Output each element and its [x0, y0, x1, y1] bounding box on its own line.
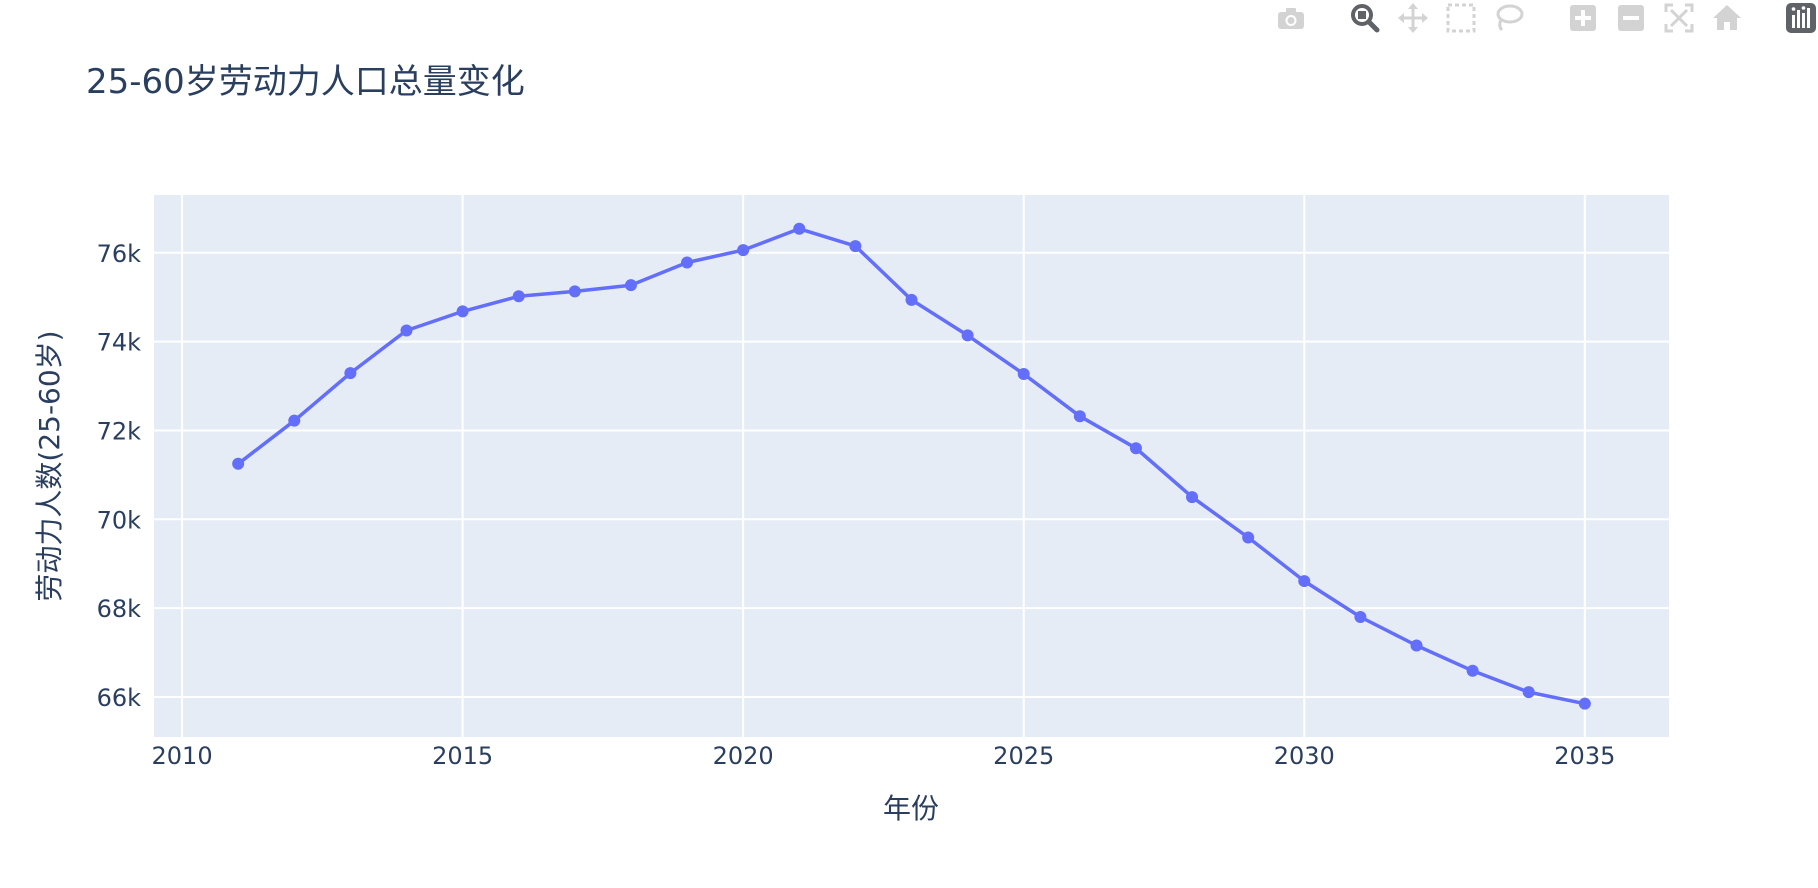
data-point[interactable]	[1186, 491, 1199, 504]
data-point[interactable]	[456, 305, 469, 318]
data-point[interactable]	[232, 457, 245, 470]
x-tick-label: 2030	[1274, 742, 1335, 770]
y-gridlines	[154, 251, 1669, 699]
data-point[interactable]	[1129, 442, 1142, 455]
reset-axes-icon	[1713, 5, 1741, 30]
modebar	[1260, 0, 1818, 36]
x-tick-label: 2035	[1554, 742, 1615, 770]
data-point[interactable]	[288, 414, 301, 427]
zoom-in-icon	[1570, 5, 1596, 31]
data-point[interactable]	[1578, 697, 1591, 710]
download-plot-button[interactable]	[1274, 1, 1308, 35]
plotly-logo-button[interactable]	[1784, 1, 1818, 35]
data-point[interactable]	[1298, 575, 1311, 588]
y-tick-label: 72k	[97, 417, 142, 445]
x-tick-labels: 2010 2015 2020 2025 2030 2035	[152, 742, 1616, 770]
data-point[interactable]	[1522, 686, 1535, 699]
x-tick-label: 2025	[993, 742, 1054, 770]
data-point[interactable]	[1466, 664, 1479, 677]
data-point[interactable]	[344, 367, 357, 380]
y-tick-labels: 66k 68k 70k 72k 74k 76k	[97, 240, 142, 712]
data-point[interactable]	[1354, 611, 1367, 624]
y-axis-title: 劳动力人数(25-60岁)	[33, 330, 66, 601]
zoom-out-button[interactable]	[1614, 1, 1648, 35]
zoom-button[interactable]	[1348, 1, 1382, 35]
data-point[interactable]	[568, 285, 581, 298]
box-select-button[interactable]	[1444, 1, 1478, 35]
x-tick-label: 2020	[713, 742, 774, 770]
data-point[interactable]	[849, 240, 862, 253]
data-point[interactable]	[737, 244, 750, 257]
y-tick-label: 66k	[97, 684, 142, 712]
chart-title: 25-60岁劳动力人口总量变化	[86, 62, 525, 102]
plotly-logo-icon	[1786, 3, 1816, 33]
y-tick-label: 68k	[97, 595, 142, 623]
x-axis-title: 年份	[883, 792, 939, 825]
zoom-in-button[interactable]	[1566, 1, 1600, 35]
data-point[interactable]	[961, 329, 974, 342]
autoscale-button[interactable]	[1662, 1, 1696, 35]
data-point[interactable]	[1073, 410, 1086, 423]
autoscale-icon	[1664, 3, 1694, 33]
data-point[interactable]	[1017, 368, 1030, 381]
camera-icon	[1278, 8, 1304, 29]
series-points-group	[232, 222, 1591, 710]
data-point[interactable]	[624, 279, 637, 292]
data-point[interactable]	[400, 324, 413, 337]
data-point[interactable]	[512, 290, 525, 303]
lasso-icon	[1496, 4, 1524, 32]
box-select-icon	[1446, 3, 1476, 33]
zoom-icon	[1351, 4, 1380, 33]
x-gridlines	[181, 195, 1586, 737]
data-point[interactable]	[793, 222, 806, 235]
reset-axes-button[interactable]	[1710, 1, 1744, 35]
data-point[interactable]	[1242, 531, 1255, 544]
pan-icon	[1398, 3, 1428, 33]
data-point[interactable]	[905, 293, 918, 306]
data-point[interactable]	[681, 256, 694, 269]
y-tick-label: 76k	[97, 240, 142, 268]
data-point[interactable]	[1410, 639, 1423, 652]
pan-button[interactable]	[1396, 1, 1430, 35]
y-tick-label: 70k	[97, 506, 142, 534]
y-tick-label: 74k	[97, 329, 142, 357]
x-tick-label: 2010	[152, 742, 213, 770]
x-tick-label: 2015	[432, 742, 493, 770]
lasso-select-button[interactable]	[1492, 1, 1526, 35]
zoom-out-icon	[1618, 5, 1644, 31]
